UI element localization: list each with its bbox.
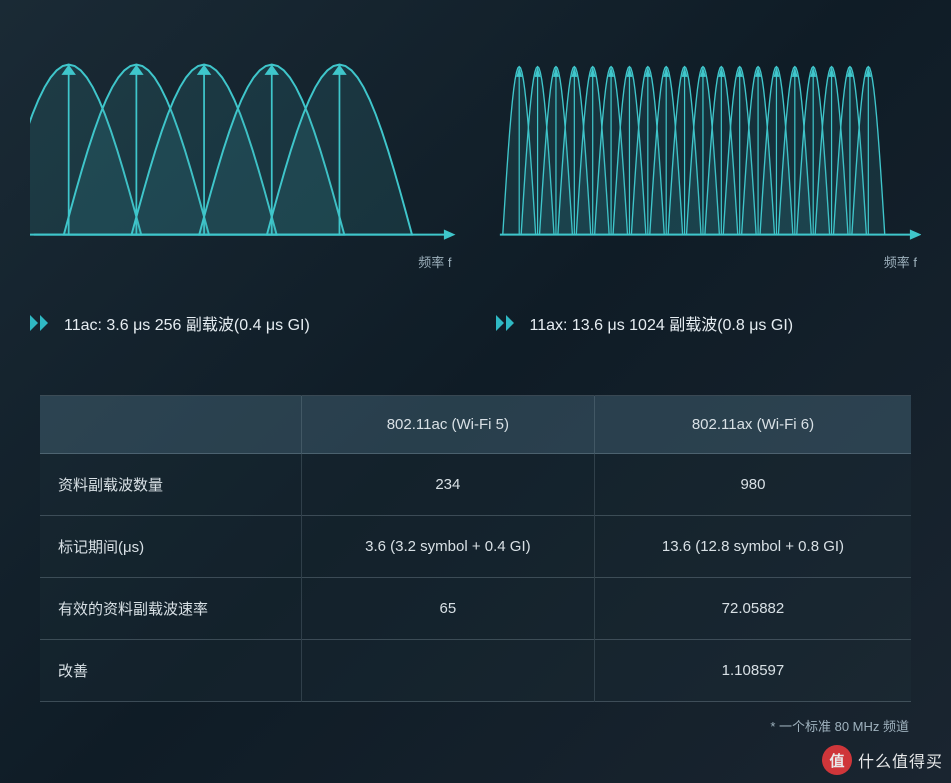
table-cell-11ac: 3.6 (3.2 symbol + 0.4 GI)	[301, 516, 594, 578]
table-header-11ax: 802.11ax (Wi-Fi 6)	[594, 396, 911, 454]
axis-label-right: 频率 f	[496, 252, 922, 271]
table-cell-11ac	[301, 640, 594, 702]
subcarrier-charts-row: 频率 f 频率 f	[30, 40, 921, 271]
table-row-label: 资料副载波数量	[40, 454, 301, 516]
table-cell-11ax: 72.05882	[594, 578, 911, 640]
table-header-11ac: 802.11ac (Wi-Fi 5)	[301, 396, 594, 454]
table-row-label: 改善	[40, 640, 301, 702]
table-header-empty	[40, 396, 301, 454]
caption-text-left: 11ac: 3.6 μs 256 副载波(0.4 μs GI)	[64, 311, 310, 335]
captions-row: 11ac: 3.6 μs 256 副载波(0.4 μs GI) 11ax: 13…	[30, 311, 921, 335]
table-cell-11ac: 234	[301, 454, 594, 516]
table-row: 改善 1.108597	[40, 640, 911, 702]
table-cell-11ax: 980	[594, 454, 911, 516]
table-cell-11ax: 13.6 (12.8 symbol + 0.8 GI)	[594, 516, 911, 578]
subcarrier-chart-11ax	[496, 40, 922, 250]
table-cell-11ac: 65	[301, 578, 594, 640]
footnote-text: * 一个标准 80 MHz 频道	[30, 716, 909, 735]
axis-label-left: 频率 f	[30, 252, 456, 271]
watermark-text: 什么值得买	[858, 748, 943, 772]
watermark-badge-icon: 值	[822, 745, 852, 775]
table-row-label: 有效的资料副载波速率	[40, 578, 301, 640]
table-header-row: 802.11ac (Wi-Fi 5) 802.11ax (Wi-Fi 6)	[40, 396, 911, 454]
table-cell-11ax: 1.108597	[594, 640, 911, 702]
caption-text-right: 11ax: 13.6 μs 1024 副载波(0.8 μs GI)	[530, 311, 794, 335]
smzdm-watermark: 值 什么值得买	[822, 745, 943, 775]
table-row: 资料副载波数量234980	[40, 454, 911, 516]
caption-11ax: 11ax: 13.6 μs 1024 副载波(0.8 μs GI)	[496, 311, 922, 335]
comparison-table: 802.11ac (Wi-Fi 5) 802.11ax (Wi-Fi 6) 资料…	[40, 395, 911, 702]
chart-right-col: 频率 f	[496, 40, 922, 271]
table-row: 有效的资料副载波速率6572.05882	[40, 578, 911, 640]
table-row-label: 标记期间(μs)	[40, 516, 301, 578]
caption-11ac: 11ac: 3.6 μs 256 副载波(0.4 μs GI)	[30, 311, 456, 335]
chart-left-col: 频率 f	[30, 40, 456, 271]
table-row: 标记期间(μs)3.6 (3.2 symbol + 0.4 GI)13.6 (1…	[40, 516, 911, 578]
chevron-icon	[30, 315, 56, 331]
chevron-icon	[496, 315, 522, 331]
subcarrier-chart-11ac	[30, 40, 456, 250]
